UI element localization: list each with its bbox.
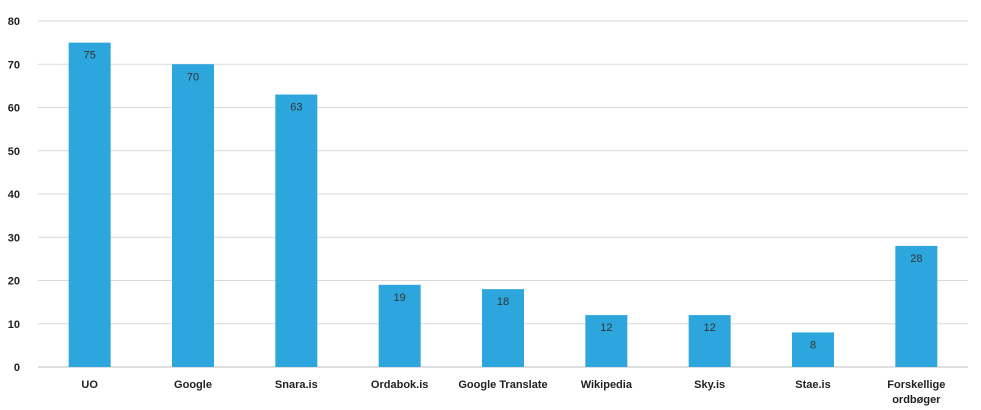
x-tick-label-line: Ordabok.is (371, 379, 428, 391)
data-label: 12 (704, 322, 716, 334)
bar (792, 332, 834, 367)
bar (585, 315, 628, 367)
y-tick-label: 50 (8, 146, 20, 158)
y-tick-label: 70 (8, 59, 20, 71)
data-label: 18 (497, 296, 509, 308)
y-tick-label: 60 (8, 103, 20, 115)
x-tick-label-line: Forskellige (887, 379, 945, 391)
x-axis-labels: UO Google Snara.is Ordabok.is Google Transla… (81, 379, 945, 406)
bar (895, 245, 938, 367)
x-tick-label-line: Google (174, 379, 212, 391)
data-label: 75 (84, 50, 96, 62)
y-tick-label: 80 (8, 16, 20, 28)
y-tick-label: 10 (8, 319, 20, 331)
data-labels: 75 70 63 19 18 12 12 8 28 (84, 50, 923, 352)
x-tick-label: Snara.is (275, 379, 318, 391)
x-tick-label-line: Google Translate (458, 379, 547, 391)
x-tick-label: Google Translate (458, 379, 547, 391)
bars (68, 42, 938, 368)
data-label: 8 (810, 339, 816, 351)
data-label: 19 (394, 292, 406, 304)
x-tick-label-line: Stae.is (795, 379, 830, 391)
data-label: 63 (290, 102, 302, 114)
bar (378, 284, 421, 367)
x-tick-label: Sky.is (694, 379, 725, 391)
y-tick-label: 0 (14, 362, 20, 374)
x-tick-label: Stae.is (795, 379, 830, 391)
data-label: 12 (600, 322, 612, 334)
x-tick-label: Google (174, 379, 212, 391)
x-tick-label-line: Sky.is (694, 379, 725, 391)
y-tick-label: 20 (8, 276, 20, 288)
y-tick-label: 30 (8, 232, 20, 244)
x-tick-label: Forskellige ordbøger (887, 379, 945, 406)
bar (172, 64, 214, 367)
bar (688, 315, 731, 367)
x-tick-label-line: UO (81, 379, 98, 391)
bar (68, 42, 111, 367)
bar (275, 94, 318, 368)
y-axis-ticks: 0 10 20 30 40 50 60 70 80 (8, 16, 20, 374)
bar (482, 289, 524, 367)
x-tick-label: Wikipedia (581, 379, 633, 391)
x-tick-label: UO (81, 379, 98, 391)
data-label: 70 (187, 71, 199, 83)
x-tick-label-line: Wikipedia (581, 379, 633, 391)
x-tick-label: Ordabok.is (371, 379, 428, 391)
data-label: 28 (910, 253, 922, 265)
x-tick-label-line: ordbøger (892, 394, 941, 406)
x-tick-label-line: Snara.is (275, 379, 318, 391)
y-tick-label: 40 (8, 189, 20, 201)
